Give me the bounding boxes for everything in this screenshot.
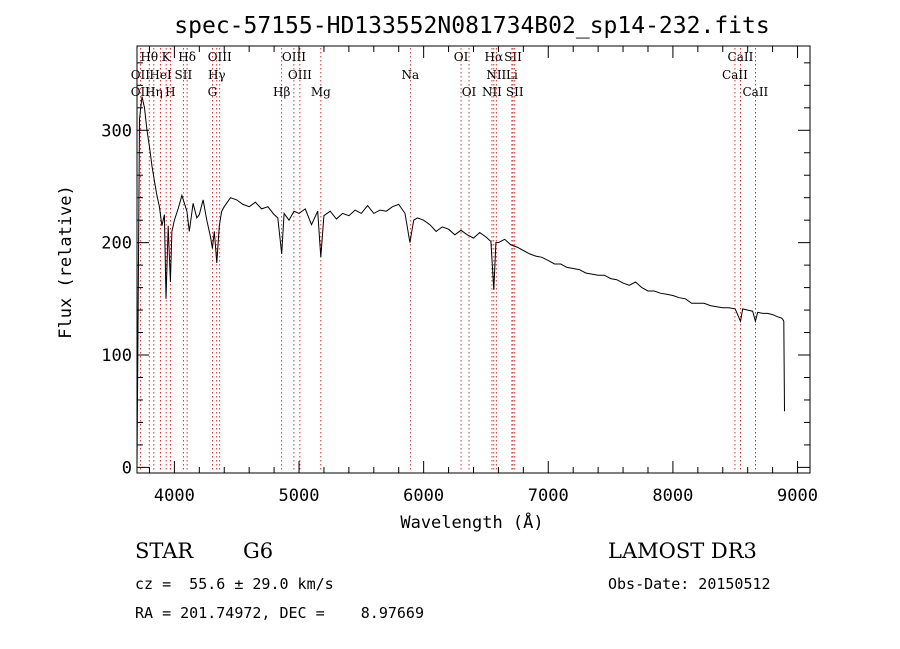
spectral-line-label: OIII — [282, 50, 306, 64]
y-tick-label: 0 — [122, 458, 132, 478]
spectral-line-label: NII — [486, 68, 506, 82]
chart-title: spec-57155-HD133552N081734B02_sp14-232.f… — [174, 13, 769, 39]
spectrum-line — [136, 96, 785, 468]
spectral-line-label: Mg — [311, 85, 331, 99]
spectral-line-label: SII — [504, 50, 522, 64]
survey-name: LAMOST DR3 — [608, 539, 757, 563]
spectral-line-label: OI — [454, 50, 469, 64]
spectral-line-label: CaII — [728, 50, 754, 64]
spectral-line-label: OI — [462, 85, 477, 99]
spectral-line-label: Li — [506, 68, 518, 82]
x-tick-label: 5000 — [279, 486, 320, 506]
plot-frame — [136, 45, 811, 474]
object-subclass: G6 — [243, 539, 274, 563]
spectral-line-label: Hβ — [273, 85, 290, 99]
y-axis-label: Flux (relative) — [56, 185, 76, 339]
x-tick-label: 6000 — [403, 486, 444, 506]
x-tick-label: 8000 — [652, 486, 693, 506]
spectral-line-label: OII — [131, 85, 151, 99]
spectral-line-label: HeI — [149, 68, 172, 82]
spectral-line-label: OIII — [288, 68, 312, 82]
spectral-line-label: CaII — [742, 85, 768, 99]
spectral-line-label: NII — [482, 85, 502, 99]
obs-date: Obs-Date: 20150512 — [608, 575, 771, 593]
spectral-line-label: SII — [506, 85, 524, 99]
spectral-line-label: G — [208, 85, 218, 99]
spectral-line-label: OII — [131, 68, 151, 82]
axis-ticks: 4000 5000 6000 7000 8000 9000 0 100 200 300 — [101, 46, 818, 506]
spectrum-series — [136, 96, 785, 468]
spectral-line-label: Hη — [145, 85, 163, 99]
spectral-line-label: Hα — [485, 50, 504, 64]
spectral-line-label: K — [162, 50, 172, 64]
object-class: STAR — [135, 539, 194, 563]
x-axis-label: Wavelength (Å) — [400, 511, 543, 533]
spectral-line-label: Hγ — [208, 68, 226, 82]
spectral-line-label: Hθ — [140, 50, 158, 64]
spectral-line-label: OIII — [208, 50, 232, 64]
y-tick-label: 200 — [101, 234, 132, 254]
x-tick-label: 4000 — [154, 486, 195, 506]
y-tick-label: 100 — [101, 346, 132, 366]
x-tick-label: 7000 — [528, 486, 569, 506]
spectral-line-label: SII — [175, 68, 193, 82]
spectral-line-label: Na — [401, 68, 419, 82]
redshift-readout: cz = 55.6 ± 29.0 km/s — [135, 575, 334, 593]
spectral-line-label: H — [165, 85, 175, 99]
coordinates: RA = 201.74972, DEC = 8.97669 — [135, 604, 424, 622]
x-tick-label: 9000 — [777, 486, 818, 506]
y-tick-label: 300 — [101, 121, 132, 141]
spectral-line-label: Hδ — [178, 50, 196, 64]
spectral-line-label: CaII — [722, 68, 748, 82]
